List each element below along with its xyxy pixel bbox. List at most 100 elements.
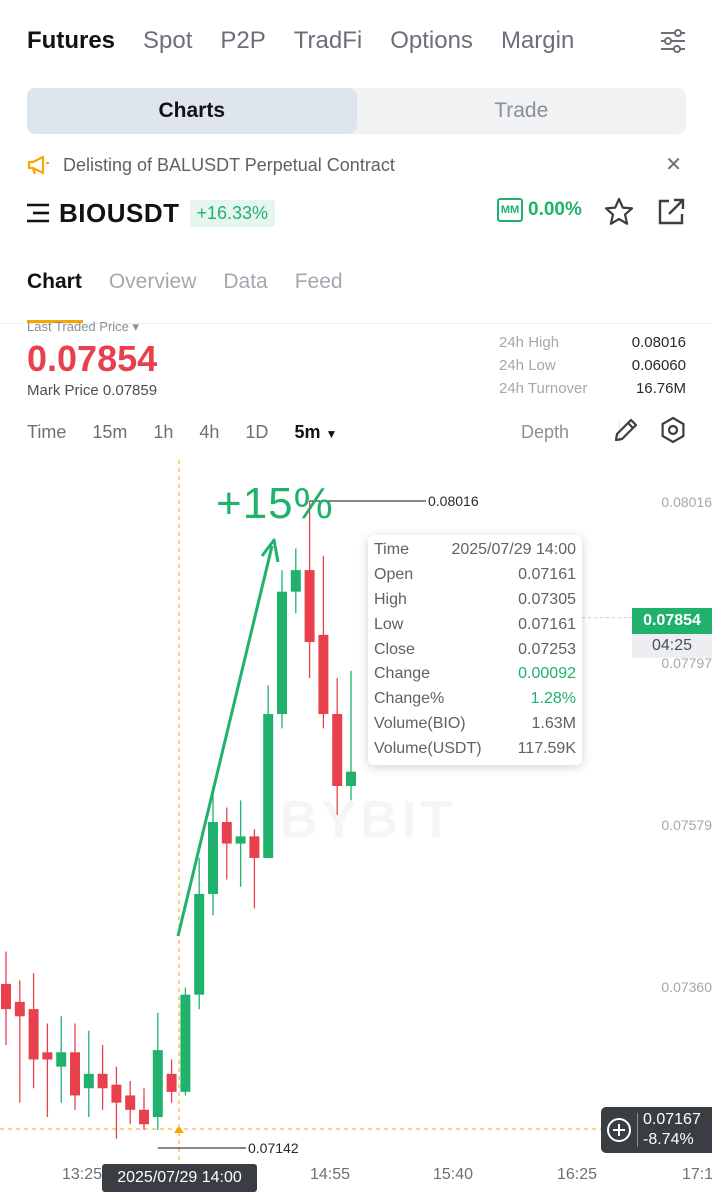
candle-body (1, 983, 11, 1010)
candle-body (111, 1084, 122, 1103)
charts-button[interactable]: Charts (27, 88, 357, 134)
tab-margin[interactable]: Margin (500, 27, 575, 54)
candle-body (277, 591, 287, 715)
tooltip-value: 1.28% (530, 690, 576, 708)
stat-value: 0.06060 (631, 357, 686, 374)
tooltip-key: Change (374, 665, 431, 683)
last-traded-price-label[interactable]: Last Traded Price ▾ (27, 319, 140, 334)
chart-canvas[interactable] (0, 460, 712, 1199)
x-tick-label: 15:40 (433, 1166, 474, 1183)
x-tick-label: 17:10 (682, 1166, 712, 1183)
active-tab-indicator (27, 320, 83, 323)
tooltip-value: 117.59K (517, 739, 576, 757)
pair-header[interactable]: BIOUSDT +16.33% (27, 196, 276, 230)
candle-body (139, 1109, 149, 1125)
candle-body (318, 634, 329, 715)
stat-label: 24h High (499, 334, 560, 351)
tooltip-value: 0.00092 (518, 665, 576, 683)
candle-body (235, 836, 246, 844)
tab-spot[interactable]: Spot (143, 27, 193, 54)
tooltip-key: Close (374, 640, 415, 658)
candle-body (166, 1073, 177, 1092)
crosshair-price: 0.07167 (643, 1111, 701, 1128)
candle-body (290, 570, 301, 592)
candle-body (42, 1052, 53, 1060)
tooltip-value: 0.07253 (518, 640, 576, 658)
tab-overview[interactable]: Overview (108, 270, 197, 293)
divider (0, 323, 712, 324)
tooltip-value: 1.63M (531, 714, 576, 732)
tab-data[interactable]: Data (223, 270, 268, 293)
gain-annotation: +15% (216, 479, 334, 528)
stat-label: 24h Turnover (499, 380, 588, 397)
tab-p2p[interactable]: P2P (220, 27, 266, 54)
tf-time[interactable]: Time (27, 421, 67, 442)
tf-1h[interactable]: 1h (153, 421, 174, 442)
notice-text: Delisting of BALUSDT Perpetual Contract (63, 154, 395, 175)
menu-icon[interactable] (27, 202, 51, 224)
candle-body (28, 1009, 39, 1060)
candle-body (346, 771, 356, 786)
candle-body (125, 1095, 136, 1110)
candle-body (332, 714, 343, 786)
tooltip-key: Open (374, 566, 414, 584)
tab-feed[interactable]: Feed (294, 270, 343, 293)
candle-body (194, 893, 205, 995)
candle-countdown: 04:25 (632, 634, 712, 658)
crosshair-price-box[interactable]: 0.07167 -8.74% (601, 1107, 712, 1153)
tf-4h[interactable]: 4h (199, 421, 220, 442)
y-tick-label: 0.08016 (661, 494, 712, 510)
candle-body (14, 1001, 25, 1017)
y-tick-label: 0.07360 (661, 979, 712, 995)
pair-symbol: BIOUSDT (59, 197, 180, 228)
tab-tradfi[interactable]: TradFi (293, 27, 363, 54)
candle-body (97, 1073, 108, 1089)
candle-body (152, 1050, 163, 1118)
pen-icon[interactable] (612, 416, 640, 444)
tooltip-key: Time (374, 541, 409, 559)
tf-5m-dropdown[interactable]: 5m ▼ (294, 421, 338, 442)
depth-button[interactable]: Depth (521, 421, 570, 442)
watermark: BYBIT (280, 790, 456, 850)
external-link-icon[interactable] (655, 196, 687, 228)
candle-body (70, 1052, 80, 1096)
current-price-tag: 0.07854 (632, 608, 712, 634)
market-tabs: Futures Spot P2P TradFi Options Margin (27, 26, 602, 56)
sliders-icon[interactable] (658, 26, 688, 56)
stats-24h: 24h High 0.08016 24h Low 0.06060 24h Turno… (499, 334, 686, 403)
notice-banner[interactable]: Delisting of BALUSDT Perpetual Contract … (27, 150, 686, 180)
tooltip-value: 0.07161 (518, 566, 576, 584)
candlestick-chart[interactable] (0, 460, 712, 1199)
tooltip-key: Volume(BIO) (374, 714, 466, 732)
tf-1d[interactable]: 1D (245, 421, 269, 442)
high-marker-label: 0.08016 (428, 493, 479, 509)
pair-change-badge: +16.33% (189, 199, 276, 227)
mm-rate[interactable]: MM 0.00% (497, 198, 582, 222)
candle-body (304, 570, 315, 643)
mm-value: 0.00% (528, 199, 582, 220)
tooltip-key: Low (374, 615, 404, 633)
x-tick-label: 14:55 (310, 1166, 351, 1183)
close-icon[interactable]: ✕ (665, 154, 682, 176)
charts-trade-toggle: Charts Trade (27, 88, 686, 134)
settings-hex-icon[interactable] (659, 416, 687, 444)
y-tick-label: 0.07579 (661, 817, 712, 833)
detail-tabs: Chart Overview Data Feed (27, 270, 370, 294)
mm-icon: MM (497, 198, 523, 222)
candle-body (263, 714, 274, 858)
y-tick-label: 0.07797 (661, 655, 712, 671)
add-order-plus-icon[interactable] (606, 1117, 632, 1143)
tab-futures[interactable]: Futures (27, 27, 116, 54)
tab-chart[interactable]: Chart (27, 270, 82, 293)
tab-options[interactable]: Options (390, 27, 473, 54)
trade-button[interactable]: Trade (494, 99, 549, 122)
crosshair-time-label: 2025/07/29 14:00 (102, 1164, 257, 1192)
tf-15m[interactable]: 15m (92, 421, 128, 442)
tooltip-value: 2025/07/29 14:00 (451, 541, 576, 559)
stat-value: 0.08016 (631, 334, 686, 351)
trend-arrow-head (260, 538, 280, 563)
star-icon[interactable] (603, 196, 635, 228)
tooltip-value: 0.07161 (518, 615, 576, 633)
candle-body (56, 1052, 67, 1067)
candle-body (83, 1073, 94, 1089)
